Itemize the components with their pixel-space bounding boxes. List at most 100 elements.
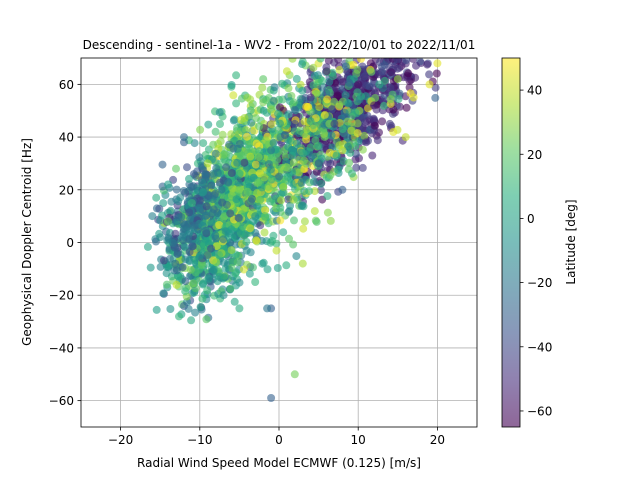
scatter-point [328, 72, 337, 81]
scatter-point [316, 186, 325, 195]
scatter-point [263, 265, 272, 274]
scatter-point [242, 237, 251, 246]
scatter-point [276, 216, 285, 225]
scatter-point [267, 146, 276, 155]
scatter-point [311, 136, 320, 145]
scatter-point [196, 303, 205, 311]
scatter-point [306, 93, 315, 102]
colorbar-tick-label: 20 [527, 148, 542, 162]
scatter-point [292, 252, 301, 261]
scatter-point [209, 265, 218, 274]
scatter-point [229, 91, 238, 100]
scatter-point [229, 116, 238, 125]
scatter-point [146, 263, 155, 272]
scatter-point [235, 140, 244, 148]
scatter-point [261, 212, 269, 220]
scatter-point [263, 304, 272, 313]
scatter-point [371, 94, 380, 102]
scatter-point [221, 156, 230, 165]
scatter-point [358, 145, 367, 154]
scatter-point [176, 193, 185, 202]
scatter-point [152, 193, 161, 202]
scatter-point [282, 261, 291, 270]
scatter-point [394, 95, 403, 104]
scatter-point [312, 217, 321, 226]
scatter-point [261, 206, 270, 215]
scatter-point [328, 105, 336, 114]
scatter-point [211, 149, 220, 158]
scatter-point [404, 69, 413, 78]
scatter-point [272, 239, 281, 248]
scatter-point [215, 108, 224, 117]
scatter-point [172, 185, 181, 194]
scatter-point [267, 105, 276, 114]
scatter-point [260, 173, 269, 182]
scatter-point [251, 160, 260, 169]
scatter-point [425, 80, 434, 89]
x-tick-label: −10 [187, 433, 212, 447]
scatter-point [284, 142, 293, 151]
scatter-point [378, 67, 386, 76]
scatter-point [294, 188, 303, 197]
scatter-point [243, 132, 251, 141]
scatter-point [195, 251, 204, 260]
scatter-point [300, 156, 308, 165]
scatter-point [164, 180, 173, 189]
scatter-point [357, 92, 366, 101]
scatter-point [248, 194, 256, 203]
scatter-point [195, 204, 204, 213]
scatter-point [267, 175, 276, 184]
scatter-point [341, 62, 350, 71]
scatter-point [305, 187, 314, 196]
scatter-point [209, 169, 218, 178]
scatter-point [243, 187, 252, 196]
scatter-point [320, 110, 329, 119]
scatter-point [324, 58, 333, 65]
scatter-point [162, 280, 171, 289]
scatter-point [344, 99, 353, 108]
scatter-point [258, 159, 267, 168]
scatter-point [226, 209, 235, 218]
scatter-point [159, 199, 168, 208]
scatter-point [198, 178, 207, 187]
scatter-point [282, 67, 291, 76]
scatter-point [353, 119, 362, 128]
scatter-points [143, 58, 442, 402]
scatter-point [164, 233, 173, 242]
scatter-point [230, 297, 239, 306]
scatter-point [267, 120, 276, 129]
scatter-point [158, 211, 167, 220]
scatter-point [402, 103, 411, 112]
scatter-point [269, 96, 278, 105]
scatter-point [258, 259, 267, 268]
scatter-point [232, 195, 241, 204]
scatter-point [364, 104, 372, 113]
scatter-point [196, 125, 205, 134]
scatter-point [186, 214, 195, 223]
scatter-point [201, 212, 210, 220]
scatter-point [172, 164, 180, 173]
scatter-point [292, 139, 301, 148]
scatter-point [235, 169, 244, 178]
scatter-point [345, 158, 354, 167]
scatter-point [211, 231, 220, 240]
scatter-point [302, 125, 311, 134]
scatter-point [259, 75, 268, 84]
scatter-point [227, 81, 236, 89]
scatter-point [156, 233, 165, 242]
scatter-point [189, 182, 198, 191]
scatter-point [217, 185, 226, 194]
scatter-point [314, 77, 323, 86]
scatter-point [254, 153, 263, 161]
scatter-point [174, 213, 183, 222]
scatter-point [334, 58, 343, 64]
scatter-point [164, 217, 173, 226]
scatter-point [326, 216, 335, 225]
scatter-point [227, 264, 236, 272]
scatter-point [357, 58, 365, 63]
scatter-point [325, 148, 334, 157]
scatter-point [190, 221, 199, 230]
colorbar-tick-label: −20 [527, 276, 552, 290]
scatter-point [290, 216, 298, 225]
scatter-point [197, 260, 206, 269]
